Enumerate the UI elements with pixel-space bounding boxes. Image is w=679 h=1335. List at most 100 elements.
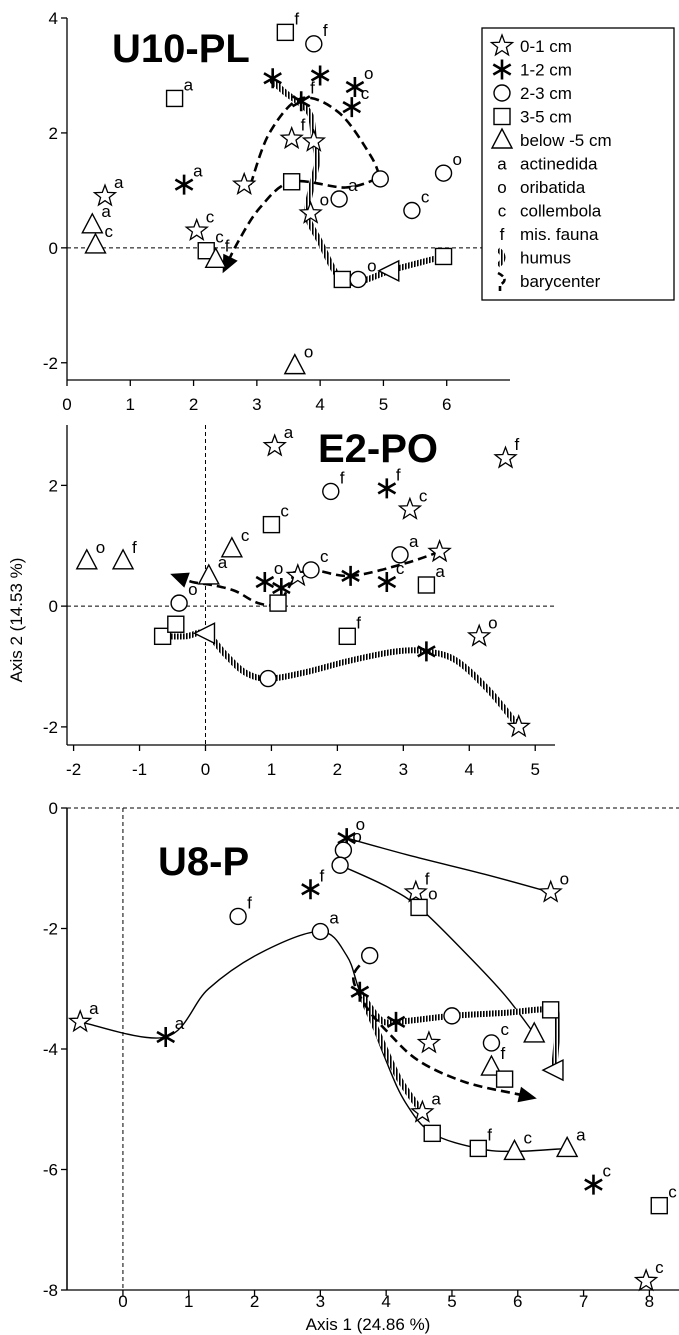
asterisk-marker [492, 59, 512, 80]
x-tick-label: 0 [201, 760, 210, 779]
asterisk-marker [377, 571, 397, 593]
data-point [361, 946, 379, 965]
point-tag: f [487, 1125, 492, 1144]
x-tick-label: 4 [381, 1292, 390, 1311]
point-tag: f [310, 78, 315, 97]
circle-marker [229, 907, 247, 926]
asterisk-marker [345, 76, 365, 98]
triangle-marker [490, 127, 514, 149]
y-tick-label: -2 [43, 354, 58, 373]
point-tag: o [356, 815, 365, 834]
point-tag: o [188, 580, 197, 599]
square-marker [165, 89, 184, 108]
legend-item: o oribatida [497, 178, 585, 197]
humus-line [357, 990, 425, 1115]
data-point [341, 565, 360, 586]
x-tick-label: -2 [66, 760, 81, 779]
point-tag: f [515, 435, 520, 454]
humus-line [162, 629, 522, 729]
point-tag: f [500, 1044, 505, 1063]
data-point [371, 170, 389, 188]
point-tag: a [348, 176, 358, 195]
data-point [282, 173, 301, 191]
point-tag: a [89, 999, 99, 1018]
data-point: c [397, 487, 428, 520]
data-point: o [345, 64, 373, 98]
x-tick-label: 4 [315, 395, 324, 414]
square-marker [282, 173, 301, 191]
point-tag: c [361, 84, 370, 103]
circle-marker [302, 561, 320, 579]
data-point [434, 247, 453, 266]
point-tag: o [367, 256, 376, 275]
x-axis-label: Axis 1 (24.86 %) [306, 1315, 431, 1334]
data-point [506, 714, 531, 738]
star-marker [184, 217, 209, 242]
circle-marker [311, 922, 330, 941]
data-point: c [184, 208, 215, 242]
asterisk-marker [174, 174, 194, 195]
asterisk-marker [337, 828, 356, 849]
data-point: o [255, 559, 283, 593]
square-marker [269, 594, 287, 612]
data-point [333, 270, 351, 289]
point-tag: c [104, 222, 113, 241]
data-point: f [276, 9, 299, 42]
barycenter-arrowhead [170, 572, 190, 588]
legend-letter: a [497, 155, 507, 174]
triangle-marker [523, 1021, 546, 1043]
data-point [259, 669, 277, 688]
legend-label: collembola [520, 202, 602, 221]
data-point: a [417, 562, 445, 594]
square-marker [541, 1001, 560, 1019]
legend-letter: f [500, 225, 505, 244]
data-point: f [291, 78, 315, 112]
triangle-marker [192, 622, 216, 645]
circle-marker [349, 270, 367, 289]
barycenter-arrowhead [517, 1086, 537, 1103]
series-line [346, 837, 551, 894]
data-point [541, 1058, 564, 1082]
point-tag: c [215, 228, 224, 247]
circle-marker [482, 1034, 501, 1052]
data-point [523, 1021, 546, 1043]
point-tag: a [175, 1014, 185, 1033]
data-point: a [156, 1014, 185, 1048]
asterisk-marker [350, 981, 370, 1002]
y-tick-label: -6 [43, 1161, 58, 1180]
data-point: c [482, 1020, 509, 1052]
legend-item: c collembola [498, 202, 602, 221]
point-tag: a [101, 202, 111, 221]
point-tag: c [320, 547, 329, 566]
data-point [192, 622, 216, 645]
data-point: c [197, 228, 224, 260]
legend-box [481, 27, 675, 301]
star-marker [427, 538, 452, 563]
x-tick-label: 5 [379, 395, 388, 414]
data-point: c [650, 1183, 677, 1215]
point-tag: c [421, 187, 430, 206]
point-tag: o [560, 869, 569, 888]
humus-line [357, 990, 561, 1071]
data-point: f [338, 613, 361, 646]
star-marker [489, 33, 515, 57]
point-tag: a [218, 553, 228, 572]
legend-label: actinedida [520, 155, 598, 174]
square-marker [333, 270, 351, 289]
data-point: c [503, 1128, 532, 1161]
square-marker [469, 1139, 487, 1158]
barycenter-line [249, 96, 382, 186]
circle-marker [330, 190, 348, 208]
x-tick-label: 6 [442, 395, 451, 414]
y-axis-label: Axis 2 (14.53 %) [7, 558, 26, 683]
point-tag: a [114, 173, 124, 192]
y-tick-label: 0 [49, 239, 58, 258]
data-point: a [67, 999, 99, 1033]
point-tag: o [488, 613, 497, 632]
x-tick-label: 3 [399, 760, 408, 779]
circle-marker [361, 946, 379, 965]
point-tag: o [274, 559, 283, 578]
point-tag: f [294, 9, 299, 28]
data-point: f [322, 468, 345, 501]
